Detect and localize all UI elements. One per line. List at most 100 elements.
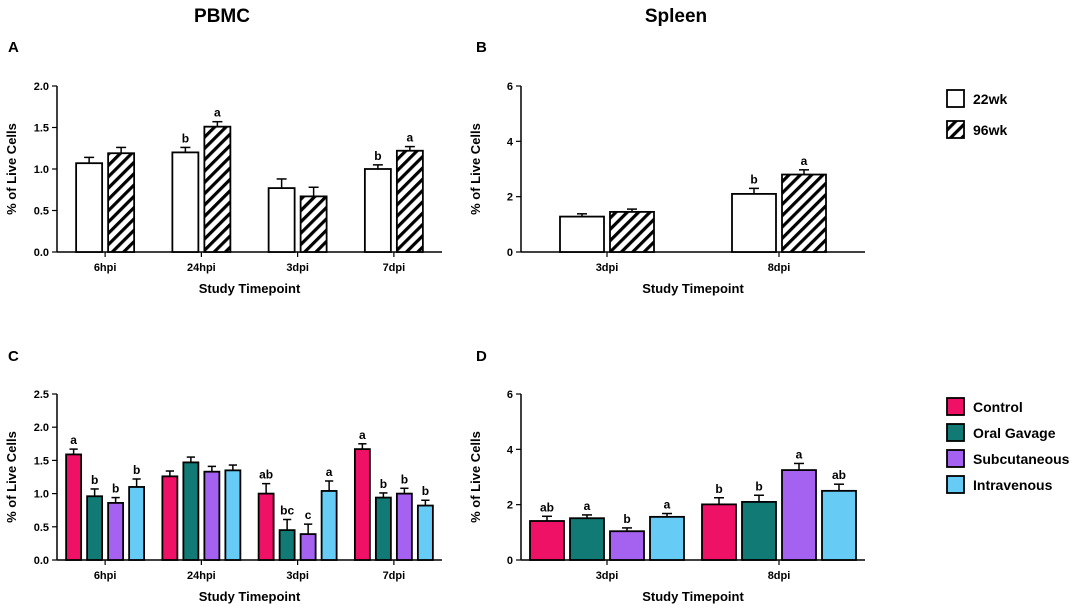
bar-subcutaneous-3dpi	[609, 530, 645, 561]
x-tick-label-6hpi: 6hpi	[94, 262, 117, 274]
y-tick-label: 0.0	[34, 555, 49, 567]
significance-label: b	[182, 131, 189, 145]
bar-control-6hpi	[65, 453, 83, 561]
x-tick-label-7dpi: 7dpi	[383, 262, 406, 274]
legend-swatch-oral-gavage	[946, 423, 965, 442]
y-tick-label: 2.5	[34, 389, 49, 401]
y-tick-label: 6	[507, 389, 513, 401]
bar-control-3dpi	[529, 520, 565, 561]
legend-route: Control Oral Gavage Subcutaneous Intravenou…	[946, 397, 1070, 494]
bar-22wk-3dpi	[559, 215, 605, 253]
bar-96wk-3dpi	[609, 210, 655, 253]
significance-label: b	[750, 172, 757, 186]
bar-control-7dpi	[353, 448, 371, 561]
y-tick-label: 2	[507, 500, 513, 512]
y-tick-label: 4	[507, 136, 514, 148]
legend-label-control: Control	[973, 399, 1023, 415]
x-axis-title: Study Timepoint	[642, 281, 744, 296]
bar-subcutaneous-24hpi	[203, 470, 221, 561]
significance-label: ab	[832, 468, 846, 482]
y-tick-label: 0.0	[34, 247, 49, 259]
y-axis-title: % of Live Cells	[4, 123, 19, 215]
y-tick-label: 2.0	[34, 81, 49, 93]
significance-label: bc	[280, 503, 294, 517]
y-axis-title: % of Live Cells	[468, 431, 483, 523]
x-tick-label-24hpi: 24hpi	[187, 262, 216, 274]
significance-label: c	[305, 508, 312, 522]
significance-label: a	[407, 131, 414, 145]
bar-oral-gavage-24hpi	[182, 461, 200, 561]
legend-label-96wk: 96wk	[973, 122, 1007, 138]
significance-label: b	[133, 463, 140, 477]
legend-swatch-subcutaneous	[946, 449, 965, 468]
bar-oral-gavage-8dpi	[741, 500, 777, 561]
x-tick-label-3dpi: 3dpi	[596, 570, 619, 582]
significance-label: a	[664, 498, 671, 512]
x-tick-label-6hpi: 6hpi	[94, 570, 117, 582]
legend-swatch-intravenous	[946, 475, 965, 494]
bar-intravenous-8dpi	[821, 489, 857, 561]
bar-control-24hpi	[161, 475, 179, 561]
legend-week: 22wk 96wk	[946, 89, 1007, 139]
chart-panel-c: C 0.0 0.5 1.0 1.5 2.0 2.5 % of Live Cells Study …	[4, 348, 442, 604]
significance-label: b	[715, 482, 722, 496]
significance-label: a	[801, 154, 808, 168]
legend-label-oral-gavage: Oral Gavage	[973, 425, 1056, 441]
y-axis-title: % of Live Cells	[468, 123, 483, 215]
bar-subcutaneous-6hpi	[107, 501, 125, 561]
x-axis-title: Study Timepoint	[199, 589, 301, 604]
x-tick-label-24hpi: 24hpi	[187, 570, 216, 582]
legend-label-22wk: 22wk	[973, 91, 1007, 107]
bar-96wk-7dpi	[395, 149, 424, 253]
panel-letter: D	[476, 348, 487, 365]
significance-label: a	[70, 433, 77, 447]
significance-label: ab	[259, 468, 273, 482]
bar-subcutaneous-3dpi	[299, 533, 317, 561]
y-tick-label: 0.5	[34, 522, 49, 534]
significance-label: b	[755, 479, 762, 493]
significance-label: a	[359, 428, 366, 442]
significance-label: a	[584, 499, 591, 513]
title-pbmc: PBMC	[194, 6, 250, 27]
bar-subcutaneous-8dpi	[781, 469, 817, 561]
bar-22wk-8dpi	[731, 192, 777, 253]
y-tick-label: 6	[507, 81, 513, 93]
panel-letter: C	[8, 348, 19, 365]
x-tick-label-3dpi: 3dpi	[286, 570, 309, 582]
y-tick-label: 1.0	[34, 489, 49, 501]
bar-96wk-6hpi	[107, 152, 136, 253]
title-spleen: Spleen	[645, 6, 707, 27]
x-tick-label-8dpi: 8dpi	[768, 262, 791, 274]
x-axis-title: Study Timepoint	[642, 589, 744, 604]
bar-control-8dpi	[701, 503, 737, 561]
significance-label: a	[214, 106, 221, 120]
significance-label: a	[796, 447, 803, 461]
chart-panel-b: B 0 2 4 6 % of Live Cells Study Timepoint 3dpi 8…	[468, 39, 865, 296]
panels: A 0.0 0.5 1.0 1.5 2.0 % of Live Cells Study Tim…	[4, 39, 865, 604]
panel-letter: A	[8, 39, 19, 56]
x-tick-label-8dpi: 8dpi	[768, 570, 791, 582]
bar-22wk-24hpi	[171, 151, 200, 253]
significance-label: b	[374, 149, 381, 163]
legend-swatch-22wk	[946, 89, 965, 108]
bar-22wk-3dpi	[267, 187, 296, 253]
y-tick-label: 1.5	[34, 123, 49, 135]
bar-intravenous-3dpi	[320, 490, 338, 561]
y-tick-label: 0	[507, 555, 513, 567]
y-tick-label: 1.5	[34, 455, 49, 467]
significance-label: a	[326, 465, 333, 479]
bar-22wk-7dpi	[363, 168, 392, 253]
panel-letter: B	[476, 39, 487, 56]
y-tick-label: 2.0	[34, 422, 49, 434]
significance-label: b	[623, 512, 630, 526]
bar-96wk-3dpi	[299, 195, 328, 253]
legend-swatch-control	[946, 397, 965, 416]
y-tick-label: 4	[507, 444, 514, 456]
significance-label: b	[401, 472, 408, 486]
significance-label: b	[112, 482, 119, 496]
bar-22wk-6hpi	[75, 162, 104, 253]
x-tick-label-3dpi: 3dpi	[286, 262, 309, 274]
x-tick-label-7dpi: 7dpi	[383, 570, 406, 582]
y-tick-label: 2	[507, 192, 513, 204]
significance-label: ab	[540, 500, 554, 514]
